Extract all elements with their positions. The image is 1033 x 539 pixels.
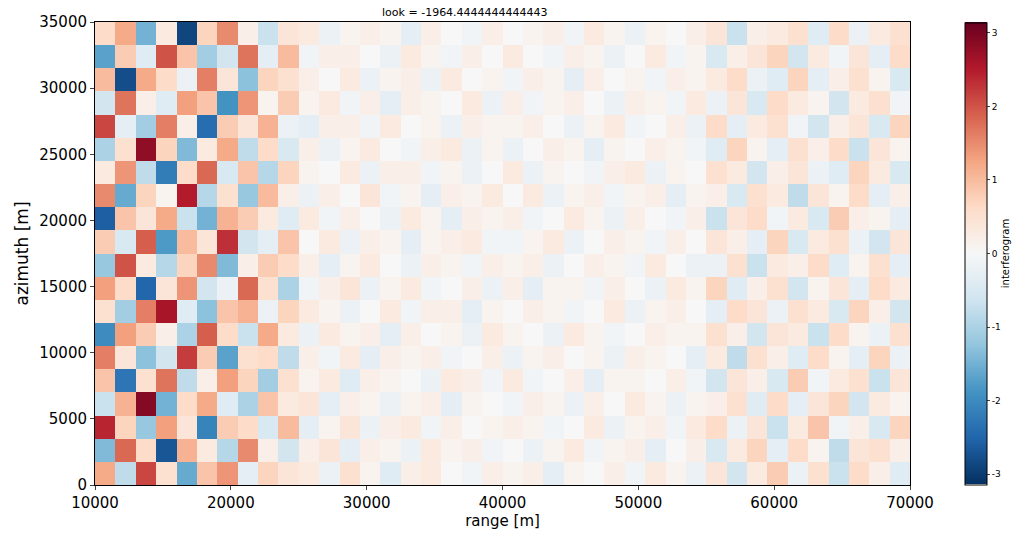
svg-text:azimuth [m]: azimuth [m]: [12, 201, 32, 305]
svg-text:10000: 10000: [71, 494, 119, 512]
svg-text:20000: 20000: [207, 494, 255, 512]
svg-text:3: 3: [992, 28, 998, 38]
svg-text:25000: 25000: [39, 146, 87, 164]
svg-text:70000: 70000: [886, 494, 934, 512]
svg-text:60000: 60000: [750, 494, 798, 512]
svg-text:40000: 40000: [479, 494, 527, 512]
svg-text:30000: 30000: [343, 494, 391, 512]
svg-text:10000: 10000: [39, 344, 87, 362]
svg-text:2: 2: [992, 102, 998, 112]
svg-text:1: 1: [992, 175, 998, 185]
svg-text:0: 0: [77, 476, 87, 494]
svg-text:-3: -3: [992, 469, 1001, 479]
svg-text:15000: 15000: [39, 278, 87, 296]
svg-text:50000: 50000: [614, 494, 662, 512]
svg-text:-1: -1: [992, 322, 1001, 332]
svg-text:0: 0: [992, 249, 998, 259]
svg-text:interferogram: interferogram: [1000, 219, 1011, 288]
svg-text:look = -1964.4444444444443: look = -1964.4444444444443: [382, 6, 548, 19]
svg-text:-2: -2: [992, 396, 1001, 406]
svg-text:5000: 5000: [49, 410, 87, 428]
svg-text:30000: 30000: [39, 79, 87, 97]
svg-text:35000: 35000: [39, 13, 87, 31]
svg-text:20000: 20000: [39, 212, 87, 230]
svg-text:range [m]: range [m]: [465, 512, 540, 530]
